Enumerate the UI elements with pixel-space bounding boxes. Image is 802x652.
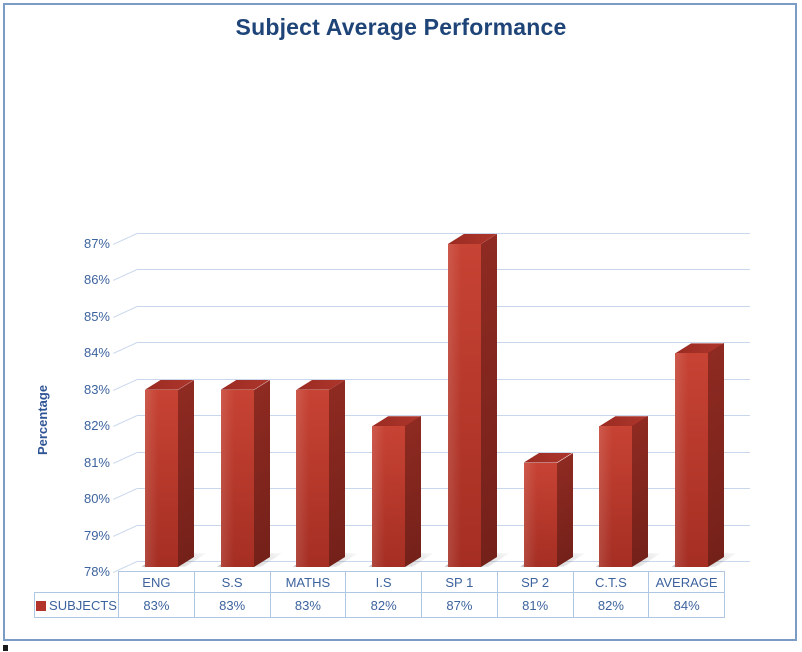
gridline bbox=[137, 342, 750, 344]
bar-front-face bbox=[599, 426, 633, 567]
bar-side-face bbox=[405, 416, 422, 567]
gridline bbox=[137, 561, 750, 562]
bar-top-face bbox=[220, 379, 270, 390]
bar-side-face bbox=[177, 379, 194, 567]
table-value-cell: 87% bbox=[421, 592, 498, 618]
table-header-cell: MATHS bbox=[269, 571, 347, 593]
gridline bbox=[137, 524, 750, 526]
table-header-cell: I.S bbox=[345, 571, 422, 593]
gridline-depth-segment bbox=[113, 305, 138, 318]
chart-title: Subject Average Performance bbox=[235, 14, 567, 40]
bar-front-face bbox=[372, 426, 406, 567]
table-value-cell: 82% bbox=[572, 592, 650, 618]
legend-swatch-icon bbox=[36, 600, 47, 611]
table-corner-cell bbox=[35, 572, 119, 593]
bar-front-face bbox=[523, 462, 557, 567]
bar-average[interactable] bbox=[675, 343, 725, 567]
bar-top-face bbox=[372, 416, 422, 427]
bar-top-face bbox=[144, 379, 194, 390]
bar-side-face bbox=[708, 343, 725, 567]
table-value-cell: 83% bbox=[269, 592, 347, 618]
table-value-cell: 84% bbox=[648, 592, 725, 618]
table-value-cell: 81% bbox=[496, 592, 574, 618]
gridline bbox=[137, 488, 750, 490]
gridline-depth-segment bbox=[113, 378, 138, 391]
legend-cell: SUBJECTS bbox=[34, 592, 119, 618]
gridline bbox=[137, 305, 750, 307]
bar-side-face bbox=[480, 234, 497, 567]
bar-side-face bbox=[632, 416, 649, 567]
table-header-cell: SP 1 bbox=[421, 571, 498, 593]
y-axis-tick-label: 82% bbox=[83, 418, 110, 434]
table-header-cell: ENG bbox=[118, 571, 195, 593]
gridline-depth-segment bbox=[113, 451, 138, 464]
bar-top-face bbox=[599, 416, 649, 427]
table-value-cell: 83% bbox=[118, 592, 195, 618]
gridline-depth-segment bbox=[113, 524, 138, 537]
bar-maths[interactable] bbox=[296, 379, 346, 567]
table-header-cell: C.T.S bbox=[572, 571, 650, 593]
bar-eng[interactable] bbox=[144, 379, 194, 567]
y-axis-tick-label: 85% bbox=[83, 308, 110, 324]
gridline-depth-segment bbox=[113, 233, 138, 245]
bar-front-face bbox=[447, 244, 481, 567]
bar-sp-2[interactable] bbox=[523, 452, 573, 567]
cursor-artifact bbox=[3, 645, 8, 651]
gridline-depth-segment bbox=[113, 342, 138, 355]
y-axis-tick-label: 84% bbox=[83, 345, 110, 361]
bar-i-s[interactable] bbox=[372, 416, 422, 567]
bar-c-t-s[interactable] bbox=[599, 416, 649, 567]
bar-top-face bbox=[447, 234, 497, 245]
legend-label: SUBJECTS bbox=[49, 597, 117, 613]
table-value-cell: 82% bbox=[345, 592, 422, 618]
table-header-cell: SP 2 bbox=[496, 571, 574, 593]
bar-s-s[interactable] bbox=[220, 379, 270, 567]
bar-top-face bbox=[523, 452, 573, 463]
y-axis-tick-label: 81% bbox=[83, 454, 110, 470]
bar-front-face bbox=[675, 353, 709, 567]
data-table: ENG S.S MATHS I.S SP 1 SP 2 C.T.S AVERAGE SUBJE… bbox=[34, 571, 725, 618]
gridline-depth-segment bbox=[113, 269, 138, 282]
gridline-depth-segment bbox=[113, 415, 138, 428]
bar-sp-1[interactable] bbox=[447, 234, 497, 567]
bar-side-face bbox=[556, 452, 573, 567]
bar-front-face bbox=[220, 389, 254, 567]
y-axis-tick-label: 87% bbox=[83, 236, 110, 252]
table-header-cell: AVERAGE bbox=[648, 571, 725, 593]
gridline bbox=[137, 233, 750, 235]
gridline bbox=[137, 451, 750, 453]
gridline bbox=[137, 415, 750, 417]
table-data-row: SUBJECTS 83% 83% 83% 82% 87% 81% 82% 84% bbox=[34, 592, 725, 618]
bar-top-face bbox=[675, 343, 725, 354]
table-header-cell: S.S bbox=[193, 571, 271, 593]
gridline bbox=[137, 378, 750, 380]
bar-side-face bbox=[329, 379, 346, 567]
bar-top-face bbox=[296, 379, 346, 390]
table-value-cell: 83% bbox=[193, 592, 271, 618]
bar-front-face bbox=[144, 389, 178, 567]
bar-front-face bbox=[296, 389, 330, 567]
gridline bbox=[137, 269, 750, 271]
y-axis-tick-label: 80% bbox=[83, 491, 110, 507]
y-axis-tick-label: 79% bbox=[83, 527, 110, 543]
gridline-depth-segment bbox=[113, 488, 138, 501]
y-axis-tick-label: 83% bbox=[83, 381, 110, 397]
table-header-row: ENG S.S MATHS I.S SP 1 SP 2 C.T.S AVERAGE bbox=[35, 571, 725, 593]
bar-side-face bbox=[253, 379, 270, 567]
y-axis-tick-label: 86% bbox=[83, 272, 110, 288]
y-axis-tick-label: 78% bbox=[83, 564, 110, 579]
